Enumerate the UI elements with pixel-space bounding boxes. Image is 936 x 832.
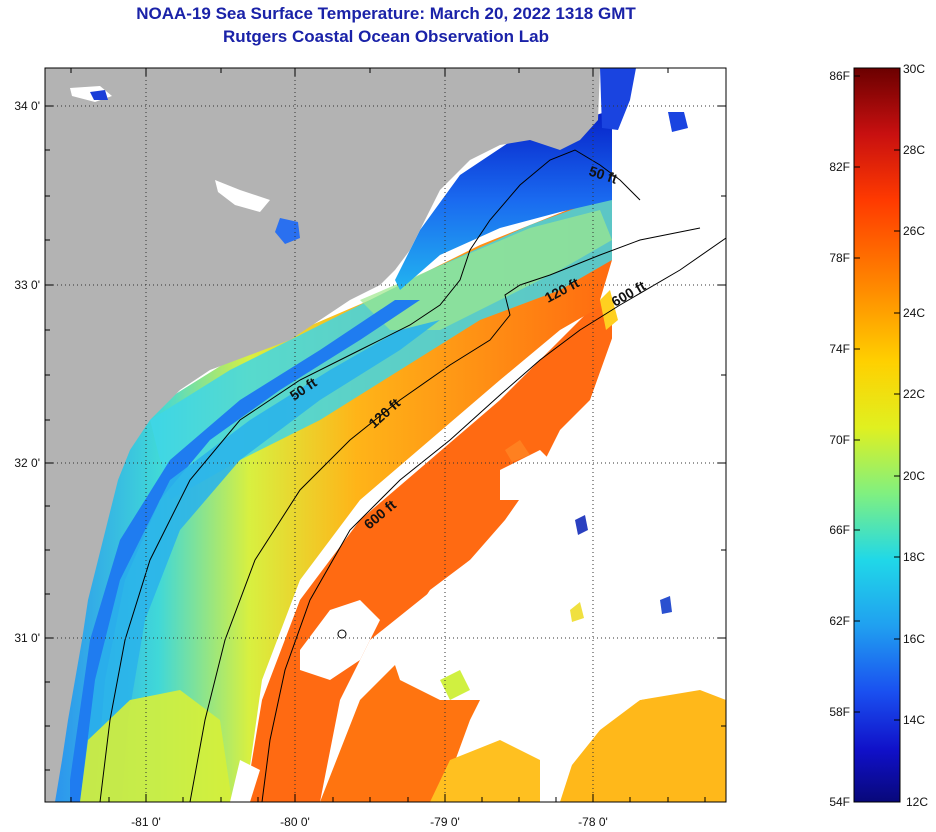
lat-label-33: 33 0'	[14, 278, 40, 292]
colorbar-label-16c: 16C	[903, 632, 925, 646]
fleck	[575, 515, 588, 535]
map-frame	[44, 67, 727, 803]
colorbar-label-58f: 58F	[829, 705, 850, 719]
colorbar-label-22c: 22C	[903, 387, 925, 401]
station-marker	[337, 629, 347, 639]
inland-lake	[275, 218, 300, 244]
axis-ticks	[45, 68, 726, 802]
lon-label-78: -78 0'	[578, 815, 608, 829]
lon-label-80: -80 0'	[280, 815, 310, 829]
colorbar-label-74f: 74F	[829, 342, 850, 356]
inland-lake	[90, 90, 108, 100]
colorbar-label-86f: 86F	[829, 69, 850, 83]
contour-50ft	[99, 149, 641, 802]
colorbar-label-82f: 82F	[829, 160, 850, 174]
colorbar-label-70f: 70F	[829, 433, 850, 447]
colorbar-label-14c: 14C	[903, 713, 925, 727]
title-line-1: NOAA-19 Sea Surface Temperature: March 2…	[136, 4, 636, 23]
colorbar-label-54f: 54F	[829, 795, 850, 809]
warm-water-region	[245, 300, 615, 802]
colorbar-label-30c: 30C	[903, 62, 925, 76]
colorbar-label-20c: 20C	[903, 469, 925, 483]
lon-label-81: -81 0'	[131, 815, 161, 829]
colorbar-label-62f: 62F	[829, 614, 850, 628]
shelf-water-south	[45, 195, 612, 802]
colorbar-label-18c: 18C	[903, 550, 925, 564]
lat-label-31: 31 0'	[14, 631, 40, 645]
lat-label-32: 32 0'	[14, 456, 40, 470]
cold-northern-water	[395, 110, 612, 290]
colorbar-label-12c: 12C	[906, 795, 928, 809]
southeast-warm-patch	[560, 690, 726, 802]
cloud-patch	[390, 420, 726, 780]
contour-600ft	[261, 237, 726, 802]
colorbar-gradient	[853, 67, 901, 803]
map-panel	[45, 68, 726, 802]
colorbar-label-78f: 78F	[829, 251, 850, 265]
offshore-water-fleck	[668, 112, 688, 132]
lat-label-34: 34 0'	[14, 99, 40, 113]
graticule	[45, 68, 726, 802]
fleck	[440, 670, 470, 700]
colorbar-label-66f: 66F	[829, 523, 850, 537]
title-line-2: Rutgers Coastal Ocean Observation Lab	[223, 27, 549, 46]
cloud-patch	[230, 760, 260, 802]
southern-warm-patch	[430, 740, 540, 802]
southern-coastal-warm	[80, 690, 232, 802]
inland-cloud	[215, 180, 270, 212]
warm-fleck	[600, 290, 618, 330]
colorbar-label-24c: 24C	[903, 306, 925, 320]
fleck	[570, 602, 584, 622]
fleck	[660, 596, 672, 614]
contour-120ft	[189, 227, 701, 802]
lon-label-79: -79 0'	[430, 815, 460, 829]
land-mass	[45, 68, 600, 802]
colorbar-ticks	[854, 67, 900, 803]
mixed-shelf-band	[360, 210, 612, 330]
fleck	[505, 440, 530, 462]
cloud-patch	[600, 68, 726, 440]
cold-coastal-strip	[70, 300, 420, 802]
coastal-water-north	[600, 68, 636, 130]
colorbar-label-26c: 26C	[903, 224, 925, 238]
cloud-patch	[300, 600, 380, 680]
colorbar-label-28c: 28C	[903, 143, 925, 157]
